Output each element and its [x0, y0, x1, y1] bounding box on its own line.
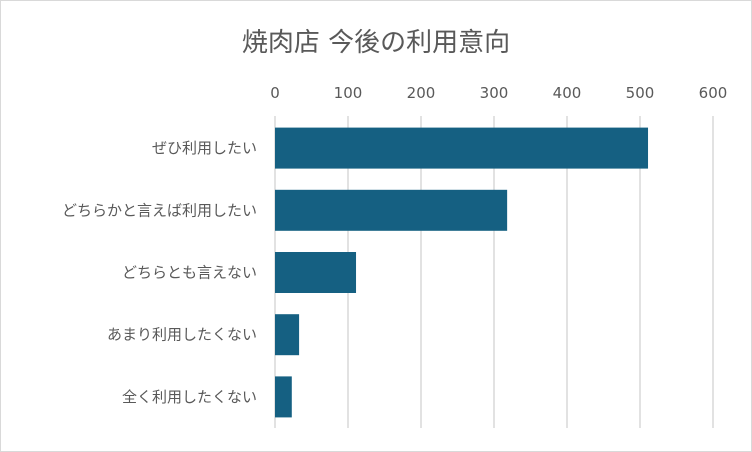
x-tick-label: 300: [480, 84, 509, 102]
bars: [275, 127, 649, 418]
category-label: どちらとも言えない: [122, 264, 257, 282]
x-tick-label: 200: [407, 84, 436, 102]
x-tick-label: 100: [334, 84, 363, 102]
category-label: ぜひ利用したい: [152, 139, 257, 157]
bar: [275, 252, 357, 293]
chart-title: 焼肉店 今後の利用意向: [241, 28, 511, 58]
x-tick-label: 0: [270, 84, 280, 102]
bar: [275, 376, 292, 418]
bar: [275, 127, 649, 169]
x-tick-labels: 0 100 200 300 400 500 600: [270, 84, 727, 102]
x-tick-label: 500: [626, 84, 655, 102]
x-tick-label: 400: [553, 84, 582, 102]
category-label: どちらかと言えば利用したい: [62, 201, 257, 219]
category-label: あまり利用したくない: [107, 326, 257, 344]
category-label: 全く利用したくない: [122, 388, 257, 406]
bar: [275, 314, 300, 356]
category-labels: ぜひ利用したいどちらかと言えば利用したいどちらとも言えないあまり利用したくない全…: [62, 139, 257, 406]
x-tick-label: 600: [699, 84, 728, 102]
bar: [275, 189, 508, 231]
